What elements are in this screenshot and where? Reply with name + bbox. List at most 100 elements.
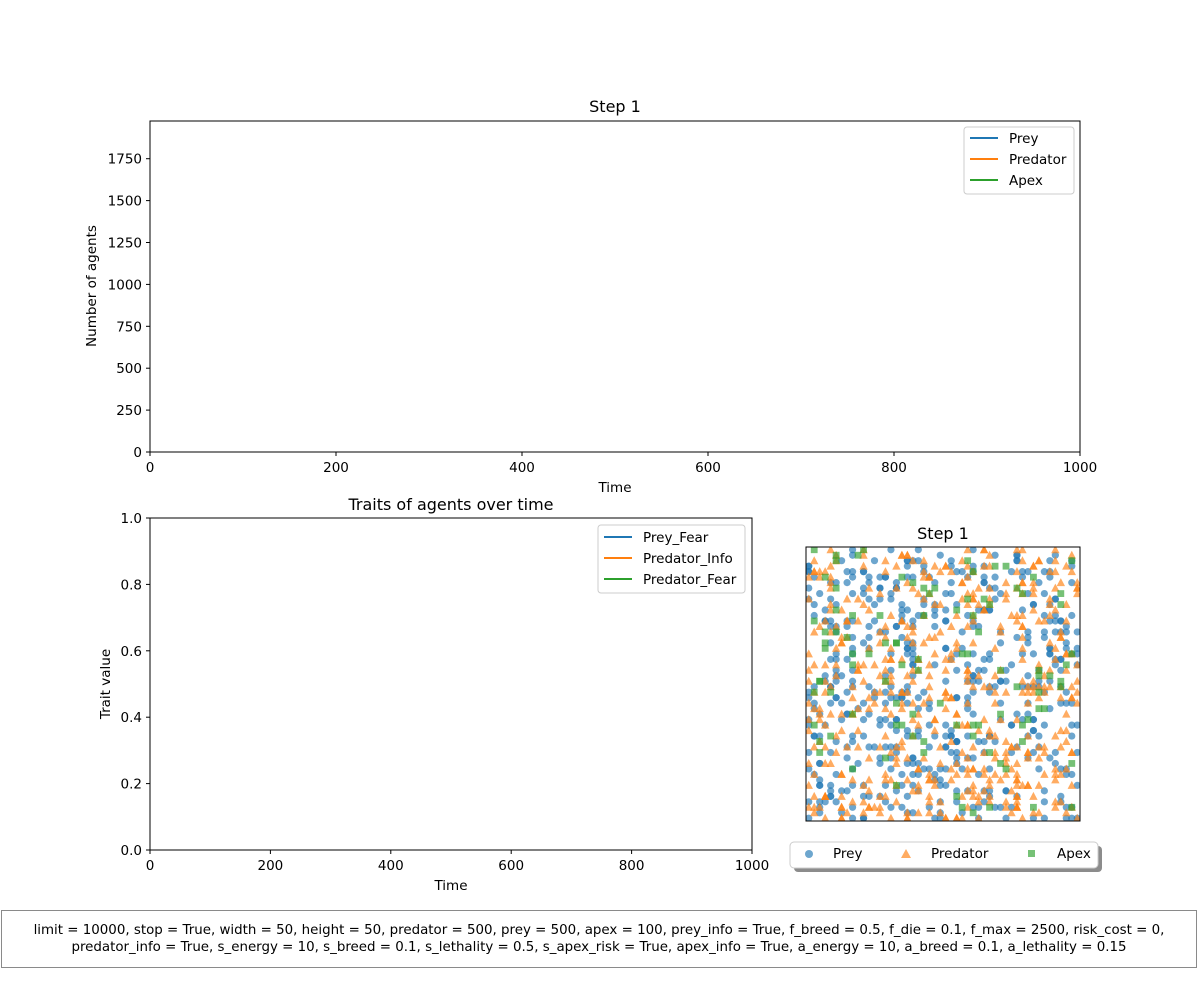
apex-agent-point (920, 749, 928, 756)
predator-agent-point (1056, 726, 1066, 735)
prey-agent-point (848, 568, 857, 576)
predator-agent-point (815, 621, 824, 630)
grid-legend-label-apex: Apex (1057, 846, 1091, 862)
predator-agent-point (826, 682, 835, 691)
prey-agent-point (985, 606, 994, 614)
apex-agent-point (882, 677, 889, 685)
prey-agent-point (991, 737, 999, 746)
prey-agent-point (832, 655, 840, 663)
predator-agent-point (870, 698, 879, 707)
prey-agent-point (903, 759, 911, 768)
predator-agent-point (985, 726, 994, 735)
prey-agent-point (925, 699, 933, 707)
predator-agent-point (1018, 556, 1027, 565)
prey-agent-point (810, 732, 818, 740)
prey-agent-point (848, 589, 857, 598)
predator-agent-point (1029, 682, 1038, 691)
prey-agent-point (1018, 716, 1027, 724)
apex-agent-point (821, 573, 829, 581)
prey-agent-point (996, 699, 1005, 707)
apex-agent-point (953, 721, 961, 729)
prey-agent-point (985, 787, 994, 795)
prey-agent-point (931, 732, 939, 740)
predator-agent-point (1012, 547, 1022, 554)
prey-agent-point (947, 579, 955, 587)
predator-agent-point (864, 693, 874, 702)
predator-agent-point (897, 616, 907, 625)
predator-agent-point (810, 769, 819, 778)
prey-agent-point (881, 781, 890, 789)
legend-marker-predator (901, 849, 911, 858)
predator-agent-point (990, 671, 1000, 680)
prey-agent-point (1057, 699, 1065, 707)
predator-agent-point (968, 682, 978, 691)
predator-agent-point (1045, 682, 1055, 691)
traits-x-tick-label: 600 (498, 858, 524, 874)
predator-agent-point (1034, 682, 1044, 691)
prey-agent-point (887, 754, 895, 762)
predator-agent-point (963, 621, 972, 630)
prey-agent-point (936, 776, 944, 784)
population-x-ticks: 0 200 400 600 800 1000 (146, 452, 1097, 476)
predator-agent-point (968, 786, 978, 795)
predator-agent-point (1018, 578, 1027, 587)
predator-agent-point (990, 643, 1000, 652)
prey-agent-point (892, 579, 901, 587)
apex-agent-point (936, 699, 944, 707)
prey-agent-point (843, 688, 851, 696)
parameters-box: limit = 10000, stop = True, width = 50, … (1, 910, 1197, 968)
predator-agent-point (930, 715, 939, 724)
prey-agent-point (969, 672, 977, 680)
prey-agent-point (909, 754, 917, 762)
population-x-axis-label: Time (597, 480, 631, 496)
prey-agent-point (1057, 765, 1065, 773)
prey-agent-point (843, 754, 851, 762)
prey-agent-point (1073, 748, 1080, 757)
prey-agent-point (848, 803, 857, 811)
grid-legend-frame (789, 841, 1099, 869)
apex-agent-point (1057, 683, 1065, 691)
predator-agent-point (985, 791, 994, 800)
legend-label-prey: Prey (1009, 131, 1038, 147)
apex-agent-point (821, 639, 829, 647)
prey-agent-point (903, 639, 911, 647)
prey-agent-point (964, 611, 972, 620)
predator-agent-point (806, 726, 813, 735)
prey-agent-point (1024, 672, 1032, 680)
traits-x-axis-label: Time (433, 878, 467, 894)
predator-agent-point (1023, 687, 1033, 696)
predator-agent-point (974, 797, 983, 806)
predator-agent-point (853, 742, 863, 751)
prey-agent-point (1068, 562, 1076, 570)
predator-agent-point (1045, 665, 1055, 674)
grid-points (806, 547, 1080, 821)
predator-agent-point (1051, 731, 1060, 740)
predator-agent-point (806, 715, 813, 724)
prey-agent-point (859, 732, 868, 740)
predator-agent-point (842, 808, 852, 817)
apex-agent-point (964, 650, 972, 658)
predator-agent-point (996, 627, 1005, 636)
predator-agent-point (1062, 726, 1071, 735)
predator-agent-point (1029, 676, 1038, 685)
predator-agent-point (914, 780, 923, 789)
predator-agent-point (826, 578, 835, 587)
prey-agent-point (903, 562, 911, 570)
prey-agent-point (914, 705, 922, 713)
population-x-tick-label: 800 (881, 460, 907, 476)
predator-agent-point (952, 638, 961, 647)
predator-agent-point (1051, 797, 1060, 806)
prey-agent-point (936, 551, 944, 559)
apex-agent-point (832, 551, 840, 559)
grid-legend-label-prey: Prey (833, 846, 862, 862)
prey-agent-point (865, 573, 873, 581)
prey-agent-point (881, 628, 890, 636)
prey-agent-point (876, 721, 884, 729)
prey-agent-point (827, 622, 835, 631)
predator-agent-point (1056, 632, 1066, 641)
predator-agent-point (925, 775, 934, 784)
predator-agent-point (1045, 567, 1055, 576)
predator-agent-point (919, 594, 929, 603)
predator-agent-point (859, 561, 868, 570)
predator-agent-point (919, 638, 929, 647)
